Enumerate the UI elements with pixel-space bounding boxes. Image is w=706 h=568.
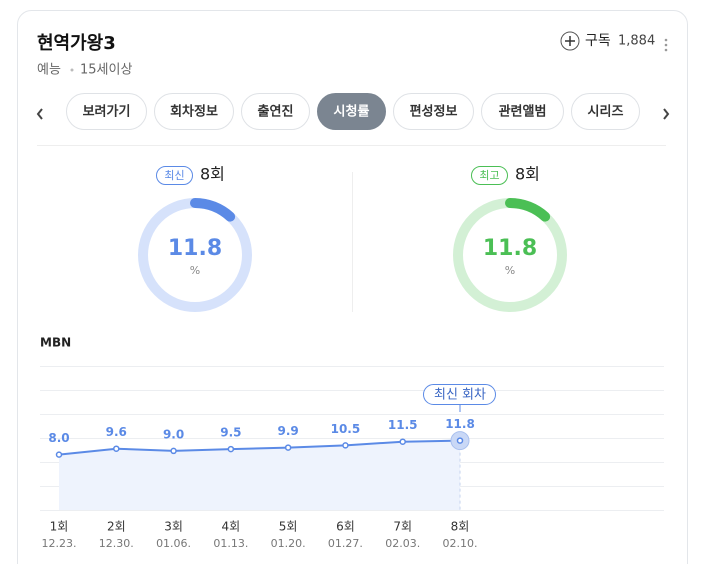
x-date-label: 12.30. [99,537,134,550]
value-label: 11.8 [445,417,475,431]
point [399,438,406,445]
prev-arrow[interactable] [36,108,43,120]
x-tick-label: 8회 [451,520,470,534]
tab[interactable] [393,93,474,130]
value-label: 8.0 [48,431,69,445]
subscribe-button[interactable]: 구독 1,884 [560,31,655,51]
value-label: 11.5 [388,418,418,432]
badge [471,166,508,185]
episode: 8회 [200,165,225,184]
tab-label: 보려가기 [83,104,131,120]
badge-label: 최신 [164,169,184,182]
point [227,445,235,453]
title[interactable]: 현역가왕3 [37,33,116,54]
plus [565,36,575,46]
rating-unit: % [190,264,200,277]
x-date-label: 12.23. [42,537,77,550]
dot [70,68,74,72]
tab-label: 출연진 [258,104,294,120]
point [284,444,292,451]
x-date-label: 02.10. [443,537,478,550]
rating-value: 11.8 [168,236,222,261]
value-label: 9.0 [163,427,184,441]
tab-label: 시청률 [334,104,370,120]
point [170,447,177,455]
badge [156,166,193,185]
point [456,437,464,444]
tab-label: 관련앨범 [499,104,547,120]
x-tick-label: 4회 [222,520,241,534]
tab[interactable] [66,93,147,130]
subscriber-count: 1,884 [618,34,655,49]
tab[interactable] [481,93,564,130]
tab[interactable] [154,93,234,130]
x-date-label: 01.13. [213,537,248,550]
tab[interactable] [571,93,640,130]
x-tick-label: 5회 [279,520,298,534]
x-tick-label: 1회 [50,520,69,534]
more-menu[interactable] [664,38,668,52]
point [342,442,349,449]
tab-label: 시리즈 [588,104,624,120]
rating-value: 11.8 [483,236,537,261]
rating-unit: % [505,264,515,277]
badge-label: 최고 [479,169,499,182]
point [113,445,120,452]
tab-label: 회차정보 [170,104,218,120]
value-label: 9.9 [278,424,299,438]
callout [423,384,496,405]
tab[interactable] [241,93,310,130]
value-label: 9.6 [106,425,127,439]
value-label: 9.5 [220,426,241,440]
tab-label: 편성정보 [410,104,458,120]
x-date-label: 01.20. [271,537,306,550]
donut-arc [138,198,252,312]
x-date-label: 02.03. [385,537,420,550]
subscribe-label: 구독 [585,33,611,49]
point [55,451,63,458]
x-tick-label: 6회 [336,520,355,534]
next-arrow[interactable] [663,108,670,120]
callout-label: 최신 회차 [434,388,486,403]
x-tick-label: 3회 [164,520,183,534]
area [59,440,460,510]
genre: 예능 [37,63,61,78]
episode: 8회 [515,165,540,184]
x-date-label: 01.27. [328,537,363,550]
donut-arc [453,198,567,312]
value-label: 10.5 [331,422,361,436]
x-tick-label: 7회 [393,520,412,534]
channel: MBN [40,336,71,350]
line [58,439,461,456]
x-tick-label: 2회 [107,520,126,534]
age-rating: 15세이상 [80,63,132,78]
tab[interactable] [317,93,386,130]
x-date-label: 01.06. [156,537,191,550]
